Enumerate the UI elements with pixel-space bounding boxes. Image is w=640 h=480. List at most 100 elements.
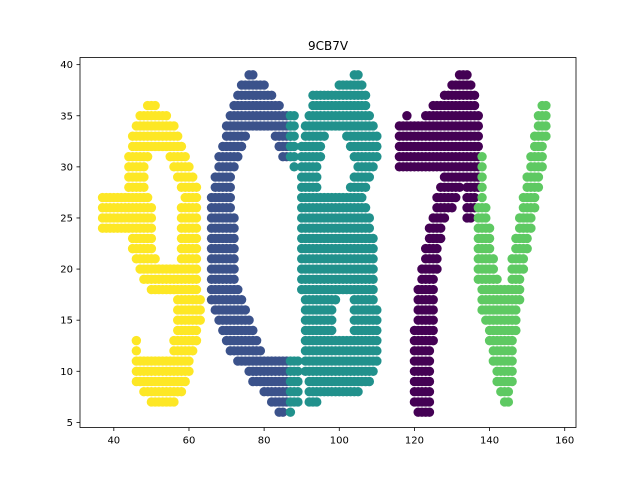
data-point xyxy=(360,182,371,193)
data-point xyxy=(191,203,202,213)
y-tick-label: 35 xyxy=(60,111,73,122)
data-point xyxy=(191,192,202,203)
data-point xyxy=(368,162,378,172)
data-point xyxy=(469,90,480,101)
data-point xyxy=(251,335,262,346)
data-point xyxy=(503,387,514,397)
data-point xyxy=(428,315,438,325)
data-point xyxy=(233,151,243,162)
data-point xyxy=(481,213,491,223)
data-point xyxy=(492,274,502,284)
y-tick-label: 25 xyxy=(60,213,73,224)
data-point xyxy=(364,172,375,182)
y-tick-label: 40 xyxy=(60,60,73,71)
data-point xyxy=(507,376,517,387)
data-point xyxy=(364,111,375,121)
data-point xyxy=(481,203,491,213)
data-point xyxy=(312,397,322,407)
data-point xyxy=(139,172,149,182)
data-point xyxy=(473,111,483,121)
data-point xyxy=(176,141,187,152)
y-axis: 5 10 15 20 25 30 35 40 xyxy=(60,60,80,429)
data-point xyxy=(191,223,202,233)
data-point xyxy=(188,346,198,356)
data-point xyxy=(225,192,235,203)
data-point xyxy=(229,223,239,233)
data-point xyxy=(451,192,461,203)
data-point xyxy=(142,192,153,203)
y-tick-label: 30 xyxy=(60,162,73,173)
data-point xyxy=(191,213,202,223)
data-point xyxy=(511,315,521,325)
x-tick-label: 40 xyxy=(107,436,120,447)
data-point xyxy=(424,407,435,417)
data-point xyxy=(146,233,157,244)
data-point xyxy=(360,100,371,111)
x-tick-label: 120 xyxy=(405,436,424,447)
data-point xyxy=(327,315,337,325)
data-point xyxy=(240,305,251,315)
data-point xyxy=(372,305,382,315)
x-tick-label: 80 xyxy=(258,436,271,447)
data-point xyxy=(315,151,326,162)
data-point xyxy=(195,315,205,325)
data-point xyxy=(139,162,149,172)
data-point xyxy=(184,366,194,376)
data-point xyxy=(507,346,517,356)
data-point xyxy=(139,182,149,193)
data-point xyxy=(436,223,446,233)
data-point xyxy=(364,213,375,223)
data-point xyxy=(514,284,525,295)
data-point xyxy=(484,243,495,254)
data-point xyxy=(236,141,247,152)
data-point xyxy=(424,346,435,356)
data-point xyxy=(473,141,483,152)
data-point xyxy=(259,80,269,90)
x-tick-label: 160 xyxy=(555,436,574,447)
data-point xyxy=(289,121,299,131)
data-point xyxy=(285,141,296,152)
data-point xyxy=(424,387,435,397)
data-point xyxy=(368,284,378,295)
data-point xyxy=(522,243,532,254)
data-point xyxy=(357,80,367,90)
data-point xyxy=(477,172,487,182)
data-point xyxy=(146,223,157,233)
data-point xyxy=(488,254,499,264)
y-tick-label: 15 xyxy=(60,316,73,327)
data-point xyxy=(368,264,378,274)
data-point xyxy=(368,233,378,244)
data-point xyxy=(368,243,378,254)
data-point xyxy=(364,223,375,233)
data-point xyxy=(191,233,202,244)
data-point xyxy=(488,264,499,274)
data-point xyxy=(195,295,205,305)
data-point xyxy=(184,356,194,366)
data-point xyxy=(312,172,322,182)
x-tick-label: 140 xyxy=(480,436,499,447)
data-point xyxy=(330,295,341,305)
data-point xyxy=(327,325,337,336)
data-point xyxy=(229,162,239,172)
data-point xyxy=(503,397,514,407)
data-point xyxy=(368,366,378,376)
series-2 xyxy=(285,70,382,417)
data-point xyxy=(229,274,239,284)
data-point xyxy=(266,90,277,101)
data-point xyxy=(526,223,536,233)
data-point xyxy=(424,366,435,376)
data-point xyxy=(537,151,547,162)
data-point xyxy=(529,192,540,203)
data-point xyxy=(360,203,371,213)
data-point xyxy=(191,264,202,274)
data-point xyxy=(537,141,547,152)
data-point xyxy=(289,131,299,141)
data-point xyxy=(146,203,157,213)
data-point xyxy=(432,243,442,254)
data-point xyxy=(537,162,547,172)
data-point xyxy=(184,162,194,172)
data-point xyxy=(372,151,382,162)
plot-frame xyxy=(79,57,577,428)
data-point xyxy=(477,192,487,203)
